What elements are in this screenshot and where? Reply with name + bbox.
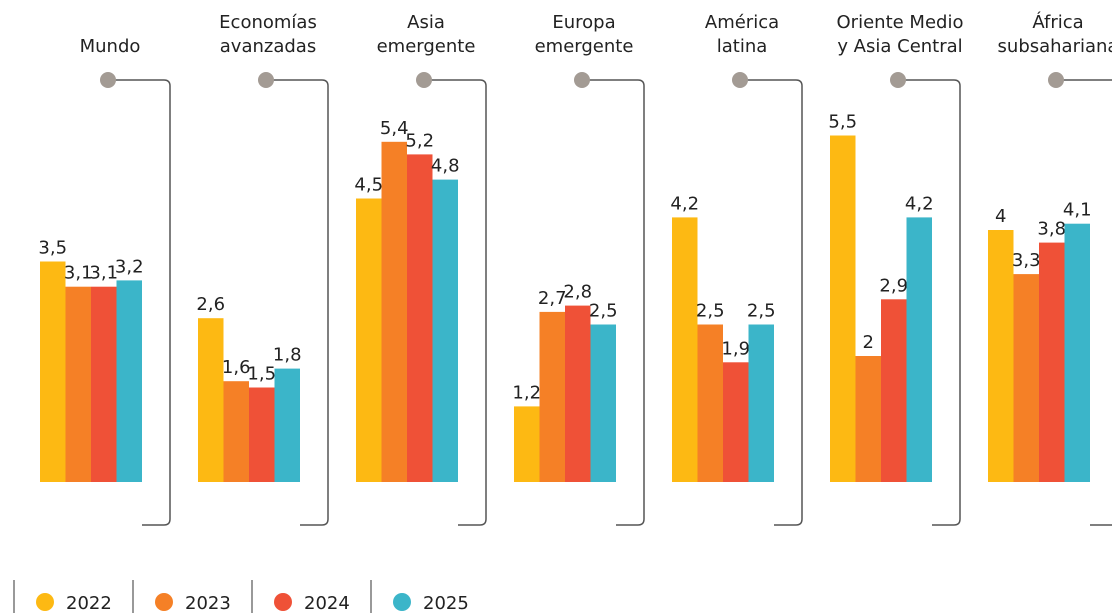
- bracket-dot: [890, 72, 906, 88]
- value-label: 3,5: [38, 238, 67, 259]
- bar: [91, 286, 117, 482]
- group-title: América: [705, 12, 779, 33]
- value-label: 3,1: [89, 263, 118, 284]
- group-title: avanzadas: [220, 36, 316, 57]
- bar: [249, 387, 275, 482]
- bracket-dot: [416, 72, 432, 88]
- bracket: [266, 79, 329, 526]
- value-label: 1,9: [721, 338, 750, 359]
- bracket: [108, 79, 171, 526]
- value-label: 1,2: [512, 382, 541, 403]
- value-label: 5,5: [828, 112, 857, 133]
- value-label: 3,8: [1037, 219, 1066, 240]
- group-title: Europa: [552, 12, 615, 33]
- bar: [565, 305, 591, 482]
- legend-swatch: [36, 593, 54, 611]
- bar: [381, 141, 407, 483]
- legend-label: 2024: [304, 593, 350, 613]
- bar: [198, 318, 224, 482]
- value-label: 2,6: [196, 294, 225, 315]
- value-label: 3,1: [64, 263, 93, 284]
- value-label: 3,3: [1012, 250, 1041, 271]
- bracket: [424, 79, 487, 526]
- value-label: 1,5: [247, 364, 276, 385]
- value-label: 5,2: [405, 130, 434, 151]
- bracket-dot: [574, 72, 590, 88]
- value-label: 4,1: [1063, 200, 1092, 221]
- value-label: 4,2: [670, 193, 699, 214]
- bar: [223, 381, 249, 482]
- legend-label: 2023: [185, 593, 231, 613]
- bar: [723, 362, 749, 482]
- bar: [116, 280, 142, 482]
- legend-swatch: [393, 593, 411, 611]
- legend-swatch: [274, 593, 292, 611]
- group-title: subsahariana: [998, 36, 1112, 57]
- value-label: 2: [863, 332, 874, 353]
- group-title: Economías: [219, 12, 317, 33]
- group-title: Mundo: [80, 36, 141, 57]
- group-title: Asia: [407, 12, 445, 33]
- bar: [855, 356, 881, 482]
- group-title: latina: [717, 36, 768, 57]
- bar: [697, 324, 723, 482]
- group-title: emergente: [535, 36, 634, 57]
- bar: [988, 230, 1014, 482]
- value-label: 5,4: [380, 118, 409, 139]
- bar: [514, 406, 540, 482]
- bracket-dot: [1048, 72, 1064, 88]
- bar: [274, 368, 300, 482]
- bar: [1013, 274, 1039, 482]
- value-label: 2,9: [879, 275, 908, 296]
- value-label: 4,8: [431, 156, 460, 177]
- bar: [672, 217, 698, 482]
- value-label: 3,2: [115, 256, 144, 277]
- bar: [356, 198, 382, 482]
- bar: [1064, 223, 1090, 482]
- bracket-dot: [732, 72, 748, 88]
- bar: [1039, 242, 1065, 482]
- legend-swatch: [155, 593, 173, 611]
- bar: [830, 135, 856, 482]
- value-label: 1,6: [222, 357, 251, 378]
- bar: [407, 154, 433, 482]
- value-label: 2,7: [538, 288, 567, 309]
- bar: [432, 179, 458, 482]
- bar: [590, 324, 616, 482]
- bracket: [898, 79, 961, 526]
- bar: [65, 286, 91, 482]
- legend-label: 2022: [66, 593, 112, 613]
- bracket-dot: [258, 72, 274, 88]
- group-title: emergente: [377, 36, 476, 57]
- value-label: 4,2: [905, 193, 934, 214]
- value-label: 2,5: [589, 301, 618, 322]
- bar: [748, 324, 774, 482]
- value-label: 4,5: [354, 175, 383, 196]
- bracket: [582, 79, 645, 526]
- value-label: 2,8: [563, 282, 592, 303]
- group-title: y Asia Central: [837, 36, 962, 57]
- bar: [906, 217, 932, 482]
- group-title: África: [1032, 11, 1083, 33]
- group-title: Oriente Medio: [837, 12, 964, 33]
- value-label: 2,5: [747, 301, 776, 322]
- bar: [539, 311, 565, 482]
- bracket-dot: [100, 72, 116, 88]
- bracket: [740, 79, 803, 526]
- bar: [40, 261, 66, 482]
- value-label: 1,8: [273, 345, 302, 366]
- value-label: 2,5: [696, 301, 725, 322]
- legend-label: 2025: [423, 593, 469, 613]
- value-label: 4: [995, 206, 1006, 227]
- bar: [881, 299, 907, 482]
